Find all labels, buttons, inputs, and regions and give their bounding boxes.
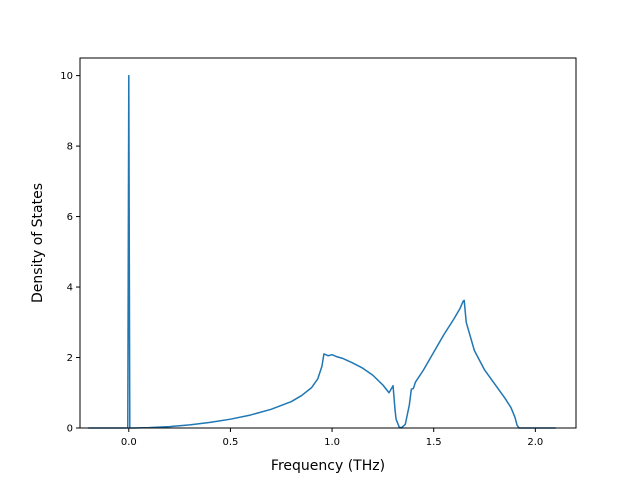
series-line bbox=[88, 74, 556, 429]
plot-frame bbox=[79, 57, 577, 429]
x-tick-label: 0.0 bbox=[121, 437, 137, 448]
y-axis-label: Density of States bbox=[30, 183, 46, 303]
y-tick-label: 10 bbox=[60, 71, 73, 82]
y-tick-label: 6 bbox=[67, 212, 73, 223]
x-tick-label: 1.0 bbox=[324, 437, 340, 448]
series-layer bbox=[88, 74, 556, 429]
y-tick-label: 0 bbox=[67, 424, 73, 435]
y-tick-label: 4 bbox=[67, 283, 73, 294]
y-tick-label: 8 bbox=[67, 142, 73, 153]
ticks: 0.0 0.5 1.0 1.5 2.0 0 2 4 6 8 10 bbox=[60, 71, 543, 448]
plot-background bbox=[80, 58, 576, 428]
x-axis-label: Frequency (THz) bbox=[271, 458, 385, 474]
y-tick-label: 2 bbox=[67, 353, 73, 364]
x-tick-label: 0.5 bbox=[222, 437, 238, 448]
x-tick-label: 1.5 bbox=[426, 437, 442, 448]
x-tick-label: 2.0 bbox=[527, 437, 543, 448]
